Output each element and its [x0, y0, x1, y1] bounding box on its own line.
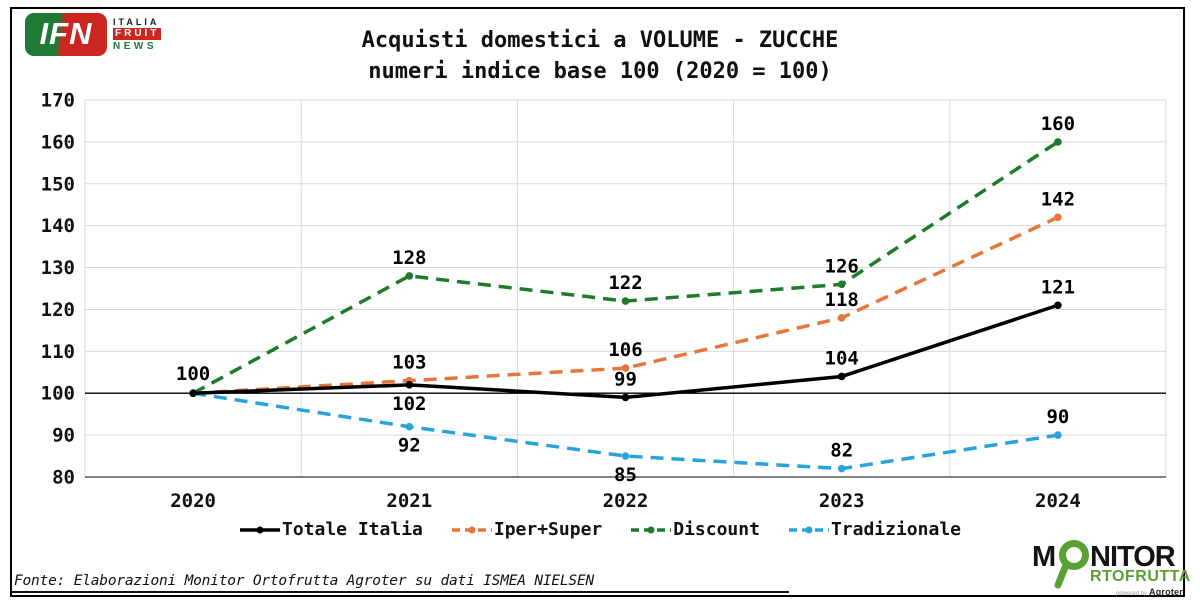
monitor-ortofrutta-logo: M NITOR RTOFRUTTA powered by Agroter	[1032, 540, 1190, 597]
y-axis-tick-label: 140	[41, 215, 75, 237]
powered-by-text: powered by	[1116, 591, 1148, 597]
legend-item-discount: Discount	[630, 519, 760, 540]
ifn-wordmark: ITALIA FRUIT NEWS	[113, 16, 162, 52]
x-axis-tick-label: 2020	[170, 490, 216, 512]
monitor-letters-nitor: NITOR	[1090, 541, 1176, 573]
data-label-iper-super: 103	[392, 352, 426, 374]
legend-item-tradizionale: Tradizionale	[788, 519, 961, 540]
data-point-totale-italia	[621, 393, 630, 402]
y-axis-tick-label: 80	[52, 467, 75, 489]
data-point-iper-super	[621, 364, 630, 372]
data-label-iper-super: 106	[608, 339, 642, 361]
chart-title-line2: numeri indice base 100 (2020 = 100)	[368, 58, 832, 84]
data-point-iper-super	[837, 314, 846, 322]
monitor-powered-by: powered by Agroter	[1116, 587, 1183, 597]
y-axis-tick-label: 110	[41, 341, 75, 363]
magnifier-icon	[1054, 540, 1089, 589]
legend-label-totale-italia: Totale Italia	[281, 519, 423, 540]
monitor-letter-m: M	[1032, 541, 1056, 573]
ifn-word-news: NEWS	[113, 40, 157, 52]
chart-title-line1: Acquisti domestici a VOLUME - ZUCCHE	[361, 28, 839, 53]
data-label-tradizionale: 90	[1046, 406, 1069, 428]
data-point-totale-italia	[837, 372, 846, 381]
legend-swatch-tradizionale	[788, 526, 829, 533]
chart-legend: Totale Italia Iper+Super Discount Tradiz…	[0, 519, 1200, 540]
ifn-acronym: IFN	[39, 15, 93, 51]
y-axis-tick-label: 130	[41, 257, 75, 279]
ifn-logo: IFN ITALIA FRUIT NEWS	[25, 13, 162, 56]
monitor-ortofrutta-text: RTOFRUTTA	[1090, 568, 1191, 585]
y-axis-tick-label: 150	[41, 173, 75, 195]
series-line-tradizionale	[192, 391, 1059, 471]
x-axis-tick-label: 2021	[386, 490, 432, 512]
data-point-tradizionale	[837, 464, 846, 473]
footer-rule	[11, 591, 789, 593]
data-label-tradizionale: 85	[614, 464, 637, 486]
data-point-totale-italia	[189, 389, 197, 398]
data-label-origin: 100	[176, 363, 210, 385]
data-point-tradizionale	[1054, 431, 1062, 439]
data-point-discount	[837, 280, 846, 289]
data-point-discount	[621, 297, 630, 305]
data-point-totale-italia	[405, 381, 414, 389]
data-point-tradizionale	[405, 422, 414, 431]
data-point-discount	[405, 272, 414, 280]
ifn-badge: IFN	[25, 13, 107, 56]
data-label-discount: 122	[608, 272, 642, 294]
ifn-word-italia: ITALIA	[113, 16, 160, 27]
legend-swatch-discount	[631, 526, 672, 533]
y-axis-tick-label: 100	[41, 383, 75, 405]
data-label-iper-super: 142	[1041, 188, 1075, 210]
data-point-discount	[1054, 138, 1062, 146]
data-point-iper-super	[1054, 213, 1062, 222]
data-label-discount: 126	[825, 255, 859, 277]
data-label-discount: 160	[1041, 113, 1075, 135]
data-label-discount: 128	[392, 247, 426, 269]
chart-title: Acquisti domestici a VOLUME - ZUCCHE num…	[0, 26, 1200, 88]
ifn-word-fruit: FRUIT	[113, 28, 162, 40]
x-axis-tick-label: 2024	[1035, 490, 1081, 512]
legend-label-discount: Discount	[673, 519, 760, 540]
legend-label-iper-super: Iper+Super	[493, 519, 603, 540]
x-axis-tick-label: 2022	[603, 490, 649, 512]
agroter-brand: Agroter	[1149, 587, 1183, 597]
legend-swatch-iper-super	[451, 526, 492, 533]
data-label-tradizionale: 92	[398, 435, 421, 457]
y-axis-tick-label: 120	[41, 299, 75, 321]
data-label-tradizionale: 82	[830, 440, 853, 462]
legend-swatch-totale-italia	[239, 526, 280, 533]
legend-label-tradizionale: Tradizionale	[830, 519, 961, 540]
y-axis-tick-label: 160	[41, 131, 75, 153]
legend-item-totale-italia: Totale Italia	[239, 519, 423, 540]
data-label-totale-italia: 102	[392, 393, 426, 415]
x-axis-tick-label: 2023	[819, 490, 865, 512]
y-axis-tick-label: 90	[52, 425, 75, 447]
data-label-totale-italia: 104	[825, 347, 859, 369]
data-label-totale-italia: 121	[1041, 276, 1075, 298]
data-point-totale-italia	[1054, 301, 1062, 310]
y-axis-tick-label: 170	[41, 90, 75, 112]
data-label-totale-italia: 99	[614, 368, 637, 390]
data-point-tradizionale	[621, 452, 630, 460]
legend-item-iper-super: Iper+Super	[451, 519, 602, 540]
source-note: Fonte: Elaborazioni Monitor Ortofrutta A…	[14, 573, 595, 589]
data-label-iper-super: 118	[825, 289, 859, 311]
